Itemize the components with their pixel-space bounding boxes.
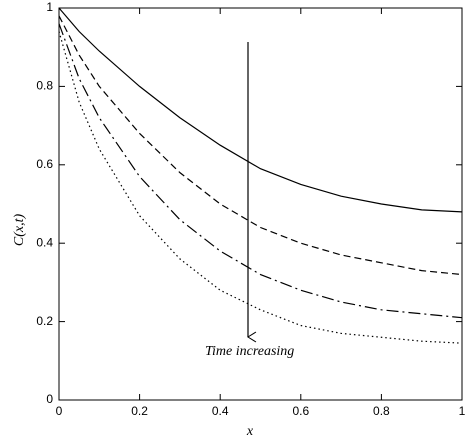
x-tick-label: 0.2 bbox=[131, 404, 148, 418]
x-tick-label: 1 bbox=[459, 404, 466, 418]
x-tick-label: 0.4 bbox=[212, 404, 229, 418]
plot-frame bbox=[58, 7, 463, 401]
x-tick-label: 0.6 bbox=[292, 404, 309, 418]
x-axis-label: x bbox=[246, 424, 254, 439]
y-tick-label: 0.6 bbox=[36, 157, 53, 171]
x-tick-label: 0 bbox=[56, 404, 63, 418]
y-tick-label: 0.4 bbox=[36, 235, 53, 249]
y-tick-label: 0 bbox=[46, 392, 53, 406]
line-series bbox=[58, 7, 463, 213]
y-axis-label: C(x,t) bbox=[12, 214, 27, 247]
y-tick-label: 0.2 bbox=[36, 314, 53, 328]
line-series bbox=[58, 31, 463, 344]
y-tick-label: 0.8 bbox=[36, 79, 53, 93]
x-tick-label: 0.8 bbox=[373, 404, 390, 418]
line-series bbox=[58, 15, 463, 276]
line-series bbox=[58, 23, 463, 319]
y-tick-label: 1 bbox=[46, 0, 53, 14]
annotation: Time increasing bbox=[205, 344, 294, 359]
